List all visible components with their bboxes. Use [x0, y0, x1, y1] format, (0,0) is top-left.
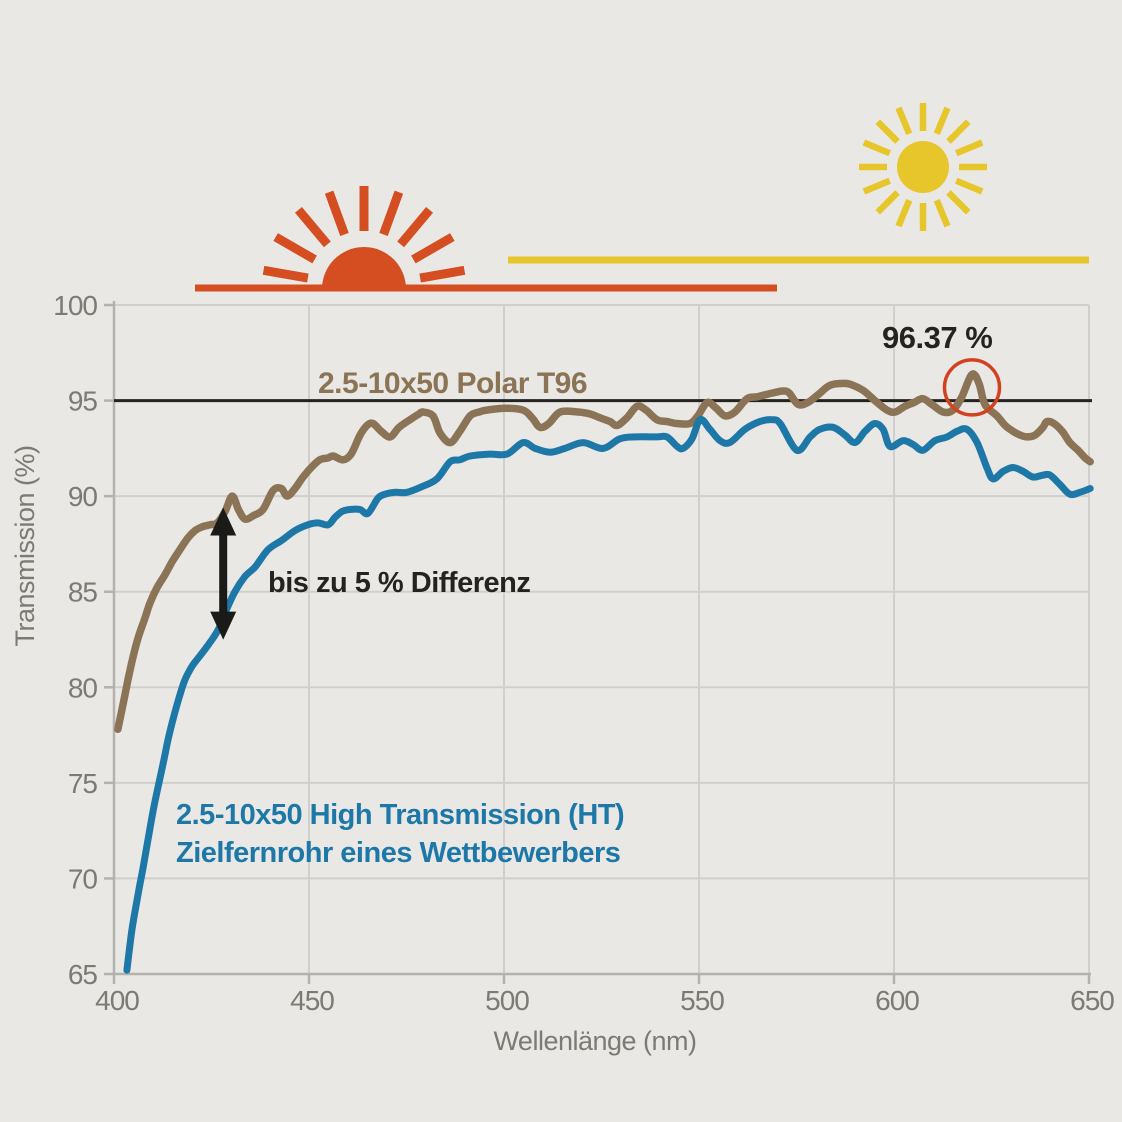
sunrise-ray: [273, 233, 317, 264]
arrow-head-down: [210, 611, 237, 640]
sunrise-ray: [411, 233, 455, 264]
x-axis-title: Wellenlänge (nm): [493, 1026, 696, 1056]
chart-generated-layers: 65 70 75 80 85 90 95 100 400 450 500 550 600 650: [53, 103, 1115, 1016]
y-axis-title: Transmission (%): [10, 445, 40, 646]
sun-ray: [875, 190, 900, 215]
sunrise-ray: [397, 206, 434, 248]
difference-label: bis zu 5 % Differenz: [268, 567, 530, 599]
y-tick-label: 80: [68, 672, 98, 703]
sun-ray: [933, 199, 951, 228]
sun-ray: [955, 139, 984, 157]
peak-highlight-circle: [942, 358, 1002, 417]
difference-arrow: [210, 507, 237, 640]
y-tick-label: 90: [68, 481, 98, 512]
sunrise-disc: [322, 247, 406, 289]
sunrise-ray: [419, 265, 466, 283]
series-label-polar-t96: 2.5-10x50 Polar T96: [318, 367, 587, 400]
y-tick-label: 75: [68, 768, 98, 799]
peak-value-label: 96.37 %: [882, 320, 992, 355]
sunrise-ray: [262, 265, 309, 283]
x-tick-label: 600: [875, 985, 919, 1016]
sunrise-icon: [195, 186, 777, 292]
y-tick-label: 65: [68, 959, 98, 990]
y-tick-label: 95: [68, 386, 98, 417]
x-tick-label: 650: [1070, 985, 1114, 1016]
arrow-head-up: [210, 507, 237, 536]
sun-ray: [895, 106, 913, 135]
curve-polar-t96: [114, 370, 1094, 734]
curve-competitor-ht: [123, 416, 1094, 974]
sun-ray: [933, 106, 951, 135]
x-tick-label: 550: [680, 985, 724, 1016]
sunrise-ray: [324, 190, 349, 236]
sun-ray: [862, 177, 891, 195]
sunrise-ray: [379, 190, 404, 236]
series-label-competitor-line1: 2.5-10x50 High Transmission (HT): [176, 799, 624, 831]
sun-ray: [946, 190, 971, 215]
sun-ray: [895, 199, 913, 228]
series-label-competitor-line2: Zielfernrohr eines Wettbewerbers: [176, 837, 620, 869]
sun-disc: [897, 141, 949, 193]
x-tick-label: 400: [95, 985, 139, 1016]
sun-icon: [508, 103, 1089, 264]
x-tick-label: 450: [290, 985, 334, 1016]
sun-ray: [875, 119, 900, 144]
sunrise-ray: [294, 206, 331, 248]
x-tick-label: 500: [485, 985, 529, 1016]
sun-ray: [862, 139, 891, 157]
sun-ray: [946, 119, 971, 144]
y-tick-label: 100: [53, 290, 97, 321]
y-tick-label: 85: [68, 577, 98, 608]
sun-ray: [955, 177, 984, 195]
y-tick-label: 70: [68, 863, 98, 894]
